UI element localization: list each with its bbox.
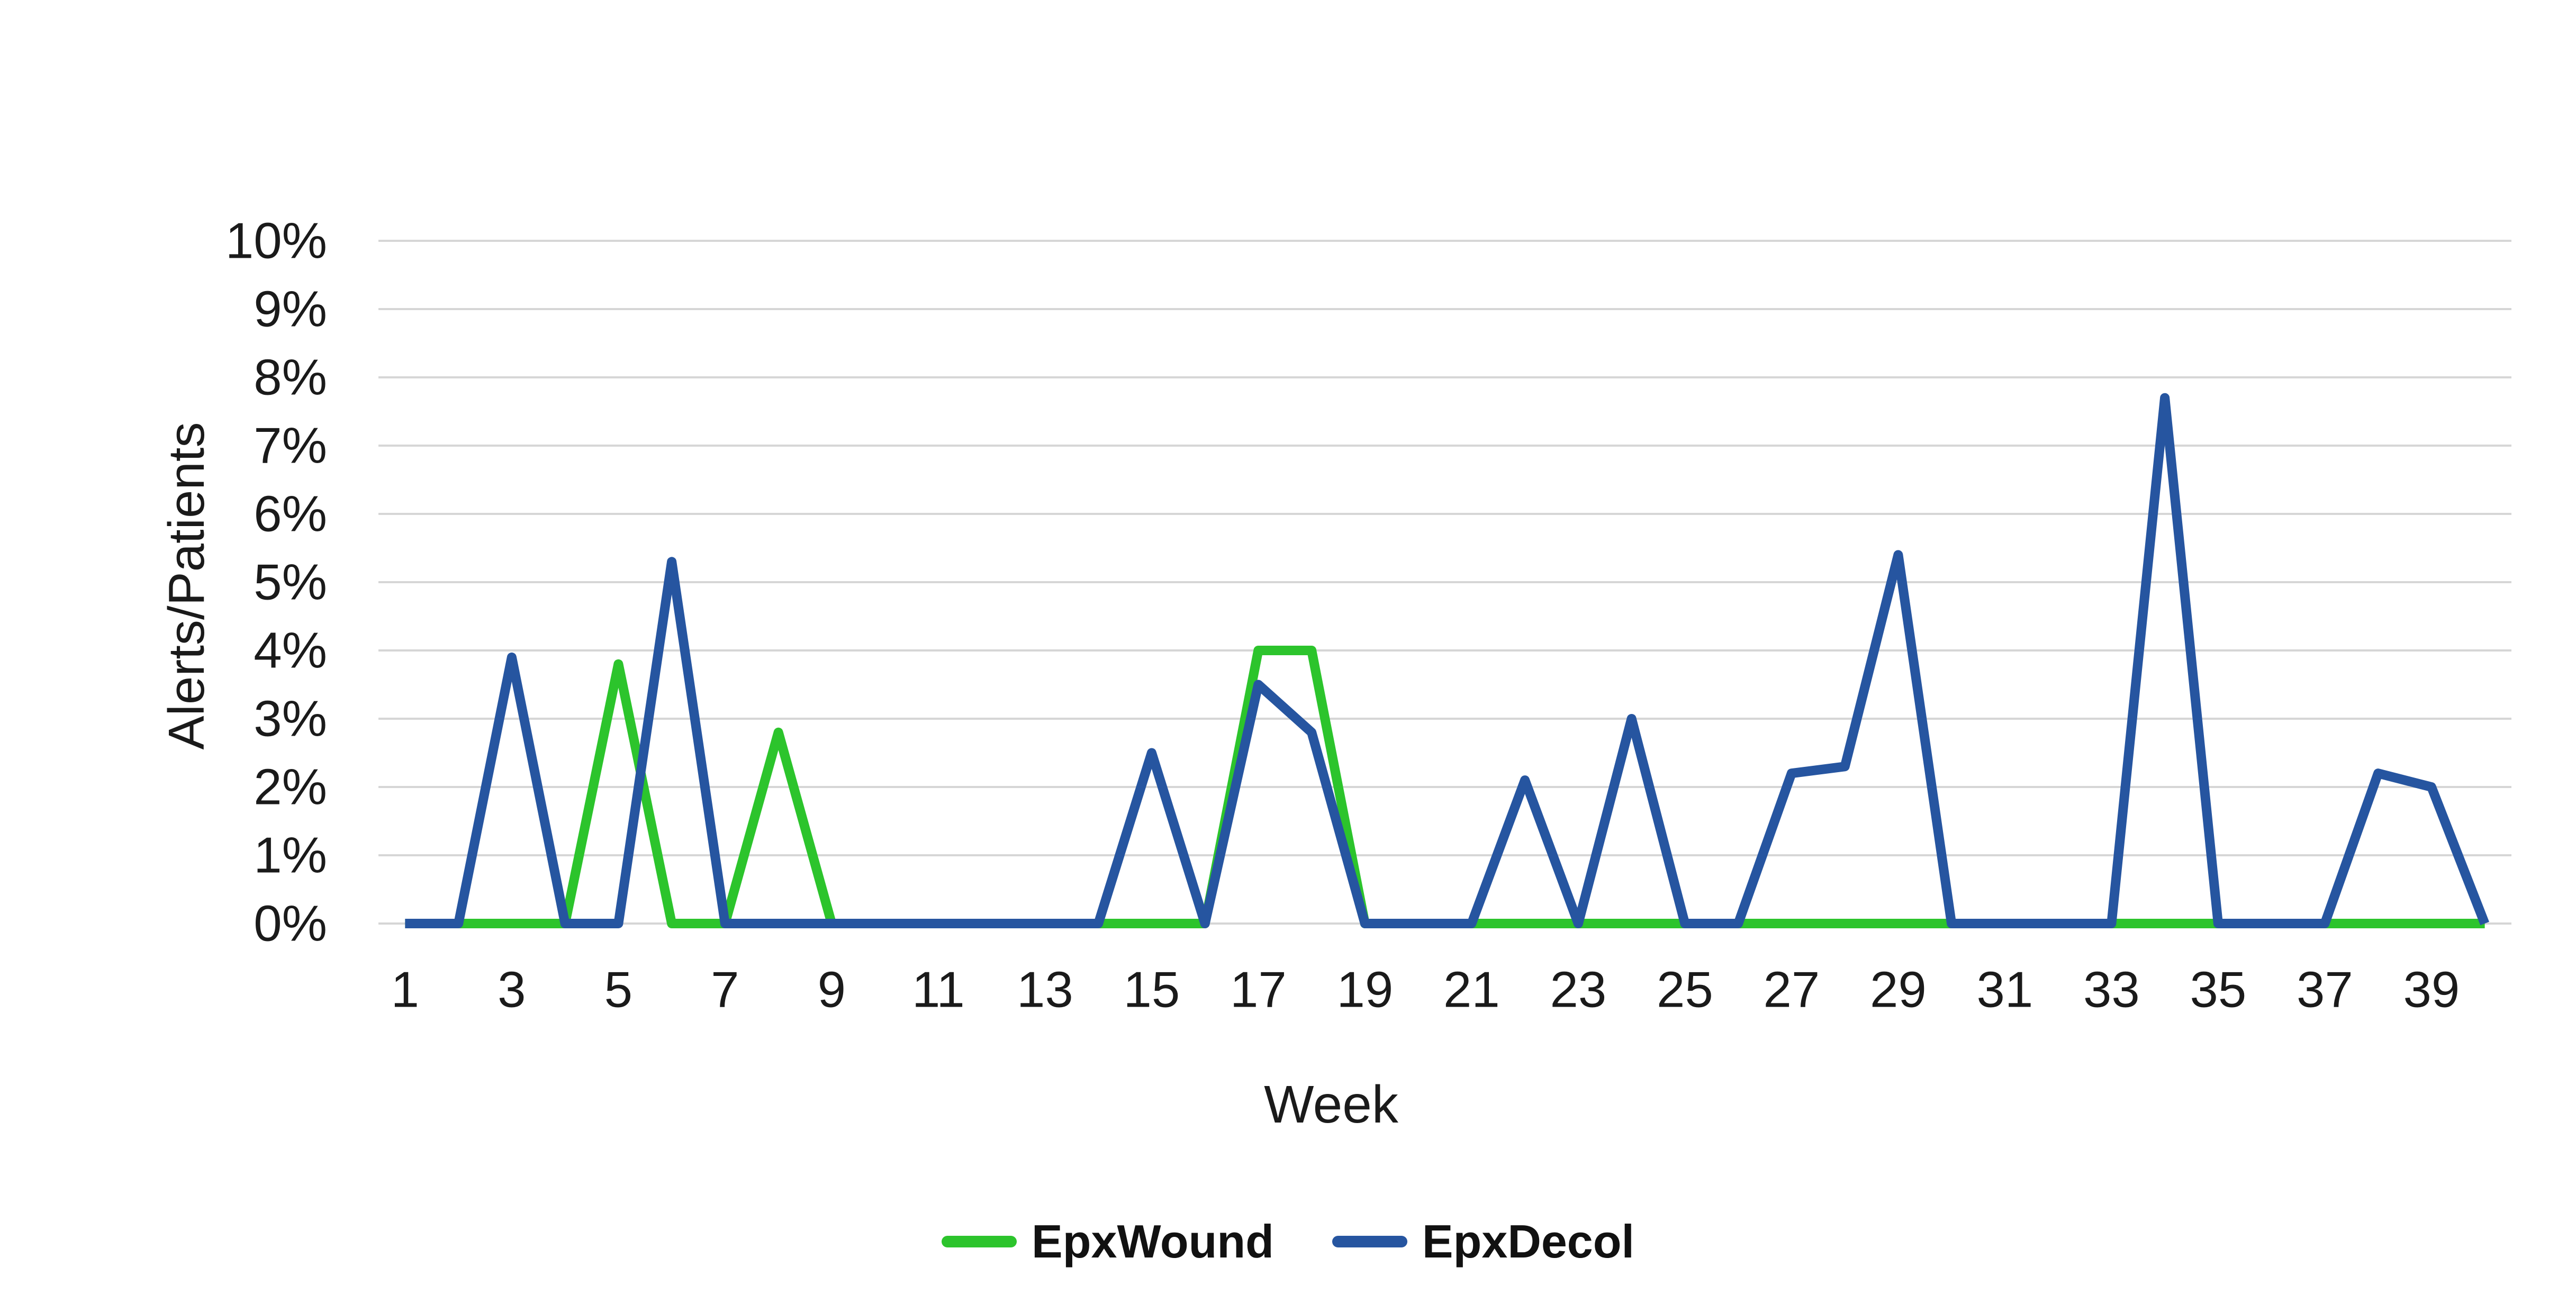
y-tick-label: 1%	[254, 827, 327, 884]
legend-item-epxdecol: EpxDecol	[1332, 1215, 1634, 1269]
y-tick-label: 5%	[254, 554, 327, 611]
x-tick-label: 35	[2190, 962, 2246, 1018]
y-tick-label: 0%	[254, 895, 327, 952]
gridlines	[378, 240, 2511, 925]
x-tick-label: 33	[2083, 962, 2140, 1018]
x-tick-label: 27	[1763, 962, 1820, 1018]
y-tick-label: 2%	[254, 759, 327, 816]
x-tick-label: 15	[1123, 962, 1180, 1018]
x-tick-label: 7	[711, 962, 739, 1018]
x-tick-label: 31	[1976, 962, 2033, 1018]
epxdecol-line	[405, 393, 2490, 928]
epxwound-line-swatch	[942, 1236, 1017, 1247]
x-tick-label: 37	[2297, 962, 2353, 1018]
x-tick-label: 5	[604, 962, 632, 1018]
x-tick-label: 19	[1336, 962, 1393, 1018]
x-tick-label: 11	[912, 962, 965, 1018]
x-tick-label: 21	[1443, 962, 1500, 1018]
y-tick-label: 8%	[254, 349, 327, 406]
series-lines	[405, 393, 2490, 928]
legend-label-epxdecol: EpxDecol	[1422, 1215, 1634, 1268]
y-tick-label: 10%	[225, 213, 327, 269]
legend: EpxWound EpxDecol	[0, 1215, 2576, 1269]
x-tick-label: 3	[498, 962, 526, 1018]
x-tick-label: 29	[1870, 962, 1927, 1018]
y-tick-label: 4%	[254, 622, 327, 679]
x-axis-title: Week	[1264, 1075, 1398, 1134]
y-tick-label: 6%	[254, 486, 327, 542]
x-tick-label: 25	[1657, 962, 1713, 1018]
legend-item-epxwound: EpxWound	[942, 1215, 1274, 1269]
x-axis-labels: 1 3 5 7 9 11 13 15 17 19 21 23 25 27 29 31 33 35 37 39	[391, 962, 2460, 1018]
y-axis-labels: 0% 1% 2% 3% 4% 5% 6% 7% 8% 9% 10%	[225, 213, 327, 952]
x-tick-label: 23	[1550, 962, 1606, 1018]
x-tick-label: 39	[2403, 962, 2460, 1018]
legend-label-epxwound: EpxWound	[1032, 1215, 1274, 1268]
x-tick-label: 13	[1017, 962, 1073, 1018]
x-tick-label: 17	[1230, 962, 1287, 1018]
x-tick-label: 1	[391, 962, 419, 1018]
y-tick-label: 9%	[254, 281, 327, 338]
y-axis-title: Alerts/Patients	[158, 422, 215, 750]
y-tick-label: 3%	[254, 691, 327, 747]
x-tick-label: 9	[818, 962, 846, 1018]
y-tick-label: 7%	[254, 418, 327, 474]
epxdecol-line-swatch	[1332, 1236, 1407, 1247]
